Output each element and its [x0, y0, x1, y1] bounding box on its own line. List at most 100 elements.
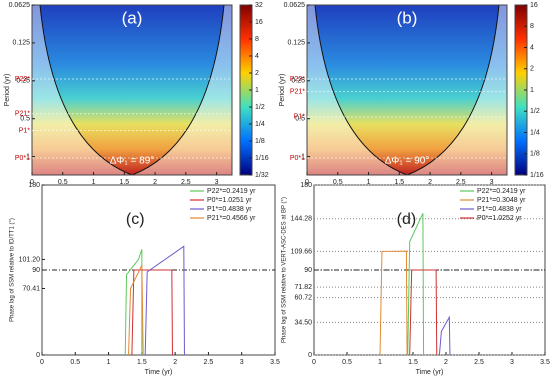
series-line	[438, 315, 451, 356]
period-label: P0*1	[290, 155, 305, 162]
x-axis-label: Time (yr)	[145, 369, 173, 376]
legend-label: P22*=0.2419 yr	[207, 188, 256, 195]
panel-label: (b)	[397, 8, 418, 27]
y-tick-label: 180	[28, 182, 40, 189]
annotation: ΔΦ₁ = 89°	[110, 156, 155, 167]
period-label: P21*	[290, 88, 305, 95]
x-tick-label: 2	[153, 179, 157, 186]
y-tick-label: 0.25	[16, 78, 30, 85]
x-tick-label: 0.5	[70, 359, 80, 366]
x-tick-label: 0	[312, 359, 316, 366]
x-tick-label: 2	[444, 359, 448, 366]
x-tick-label: 0.5	[342, 359, 352, 366]
x-tick-label: 2.5	[474, 359, 484, 366]
series-line	[379, 250, 408, 356]
x-tick-label: 3	[510, 359, 514, 366]
period-label: P21*	[15, 111, 30, 118]
panel-label: (c)	[126, 211, 145, 228]
x-tick-label: 1.5	[408, 359, 418, 366]
legend-label: P0*=1.0251 yr	[207, 197, 252, 204]
x-tick-label: 2	[173, 359, 177, 366]
y-tick-label: 0.125	[12, 40, 30, 47]
annotation: ΔΦ₁ = 90°	[385, 156, 430, 167]
cone-of-influence	[132, 5, 232, 175]
panel-label: (a)	[122, 8, 143, 27]
x-tick-label: 3.5	[270, 359, 280, 366]
y-tick-label: 101.20	[19, 256, 41, 263]
x-tick-label: 1.5	[394, 179, 404, 186]
y-tick-label: 0.5	[295, 116, 305, 123]
x-tick-label: 2	[428, 179, 432, 186]
legend-label: P0*=1.0252 yr	[477, 215, 522, 222]
y-tick-label: 0.25	[291, 78, 305, 85]
period-label: P0*1	[15, 155, 30, 162]
x-axis-label: Time (yr)	[416, 369, 444, 376]
cone-of-influence	[407, 5, 507, 175]
colorbar-tick-label: 1/16	[530, 172, 544, 179]
y-tick-label: 0.0625	[9, 2, 31, 9]
colorbar-tick-label: 8	[530, 23, 534, 30]
series-line	[128, 265, 144, 356]
period-label: P1*	[294, 114, 306, 121]
colorbar-tick-label: 1/2	[255, 104, 265, 111]
legend-label: P1*=0.4838 yr	[207, 206, 252, 213]
series-line	[407, 213, 425, 356]
colorbar-tick-label: 1/2	[530, 108, 540, 115]
y-tick-label: 109.66	[291, 248, 313, 255]
y-tick-label: 34.50	[294, 319, 312, 326]
y-tick-label: 1	[301, 153, 305, 160]
series-line	[409, 269, 438, 356]
y-axis-label: Period (yr)	[4, 74, 11, 107]
y-tick-label: 60.72	[294, 294, 312, 301]
colorbar-tick-label: 1/4	[255, 121, 265, 128]
y-tick-label: 0.125	[287, 40, 305, 47]
legend-label: P21*=0.4566 yr	[207, 215, 256, 222]
x-tick-label: 1	[92, 179, 96, 186]
cone-of-influence	[32, 5, 132, 175]
y-tick-label: 0.0625	[284, 2, 306, 9]
x-tick-label: 3	[215, 179, 219, 186]
x-tick-label: 2.5	[181, 179, 191, 186]
legend-label: P22*=0.2419 yr	[477, 188, 526, 195]
y-tick-label: 144.28	[291, 216, 313, 223]
y-axis-label: Phase lag of SSM relative to ID/TT1 (°)	[10, 218, 16, 322]
colorbar-tick-label: 16	[530, 2, 538, 9]
colorbar-tick-label: 1/8	[255, 138, 265, 145]
period-label: P1*	[19, 127, 31, 134]
x-tick-label: 1	[107, 359, 111, 366]
y-tick-label: 71.82	[294, 284, 312, 291]
colorbar-tick-label: 1	[530, 87, 534, 94]
y-tick-label: 90	[304, 267, 312, 274]
x-tick-label: 0.5	[58, 179, 68, 186]
x-tick-label: 0	[30, 179, 34, 186]
period-label: P22*	[290, 76, 305, 83]
y-axis-label: Phase lag of SSM relative to VERT-ASC-DE…	[282, 197, 288, 343]
x-tick-label: 0	[305, 179, 309, 186]
y-axis-label: Period (yr)	[279, 74, 286, 107]
wavelet-image	[32, 5, 232, 175]
x-tick-label: 1.5	[137, 359, 147, 366]
colorbar-tick-label: 32	[255, 2, 263, 9]
plot-frame	[31, 4, 233, 176]
colorbar-tick-label: 4	[255, 53, 259, 60]
legend-label: P1*=0.4838 yr	[477, 206, 522, 213]
colorbar-tick-label: 1/4	[530, 129, 540, 136]
y-tick-label: 0.5	[20, 116, 30, 123]
x-tick-label: 0	[40, 359, 44, 366]
panel-label: (d)	[397, 211, 417, 228]
x-tick-label: 2.5	[456, 179, 466, 186]
colorbar-tick-label: 1/32	[255, 172, 269, 179]
colorbar-tick-label: 1	[255, 87, 259, 94]
x-tick-label: 3.5	[540, 359, 550, 366]
x-tick-label: 1	[378, 359, 382, 366]
series-line	[144, 245, 185, 356]
colorbar-tick-label: 4	[530, 44, 534, 51]
colorbar-tick-label: 16	[255, 19, 263, 26]
cone-of-influence	[307, 5, 407, 175]
x-tick-label: 1	[367, 179, 371, 186]
colorbar-tick-label: 8	[255, 36, 259, 43]
wavelet-image	[307, 5, 507, 175]
colorbar-tick-label: 1/16	[255, 155, 269, 162]
series-line	[131, 269, 173, 356]
